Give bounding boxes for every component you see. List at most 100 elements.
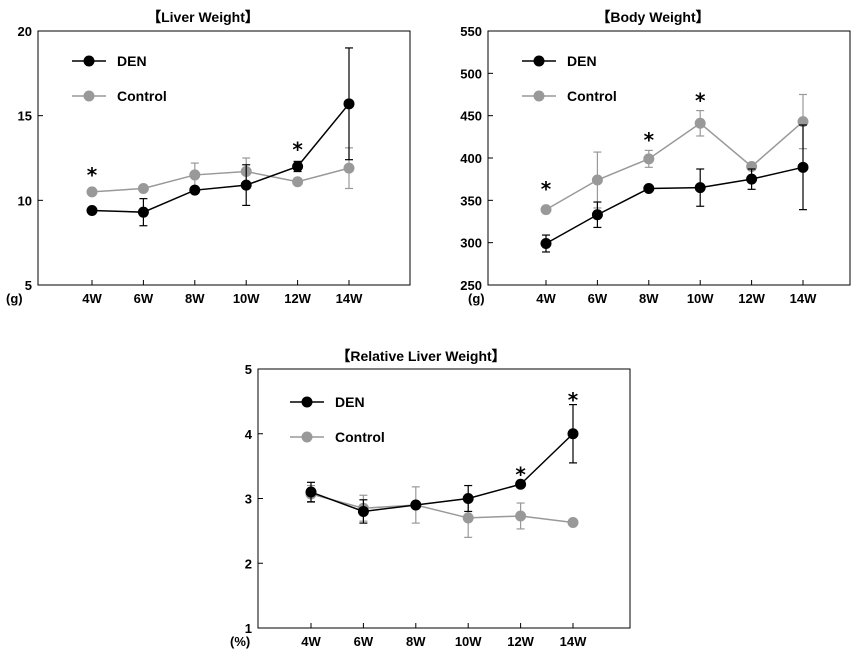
- legend: DEN Control: [290, 394, 385, 445]
- significance-marker: *: [541, 177, 552, 201]
- significance-marker: *: [644, 128, 655, 152]
- y-tick-label: 350: [460, 193, 482, 208]
- significance-marker: *: [695, 88, 706, 112]
- y-tick-label: 10: [18, 193, 32, 208]
- legend-marker: [301, 396, 313, 408]
- y-tick-label: 5: [25, 278, 32, 293]
- significance-marker: *: [568, 388, 579, 412]
- legend-label: DEN: [567, 53, 597, 69]
- x-tick-label: 4W: [82, 291, 102, 306]
- data-point: [746, 173, 758, 185]
- y-tick-label: 2: [245, 556, 252, 571]
- x-tick-label: 8W: [639, 291, 659, 306]
- data-point: [591, 174, 603, 186]
- chart-title: 【Liver Weight】: [147, 9, 259, 25]
- series-line: [91, 103, 350, 213]
- x-tick-label: 14W: [560, 634, 587, 649]
- series-control: [305, 484, 579, 538]
- legend: DEN Control: [72, 53, 167, 104]
- y-tick-label: 550: [460, 24, 482, 39]
- legend-label: Control: [335, 429, 385, 445]
- x-tick-label: 8W: [406, 634, 426, 649]
- series-line: [545, 166, 804, 245]
- series-line: [310, 433, 574, 513]
- plot-frame: [37, 30, 411, 286]
- data-point: [462, 512, 474, 524]
- x-tick-label: 10W: [455, 634, 482, 649]
- x-tick-label: 10W: [233, 291, 260, 306]
- legend-marker: [533, 55, 545, 67]
- data-point: [797, 161, 809, 173]
- y-tick-label: 450: [460, 109, 482, 124]
- data-point: [305, 486, 317, 498]
- chart-1: 【Body Weight】 250 300 350 400 450 500 550 4W 6W 8W…: [460, 9, 851, 306]
- data-point: [292, 160, 304, 172]
- data-point: [643, 182, 655, 194]
- y-tick-label: 15: [18, 109, 32, 124]
- data-point: [137, 182, 149, 194]
- series-control: [540, 93, 809, 216]
- data-point: [343, 162, 355, 174]
- chart-0: 【Liver Weight】 5 10 15 20 4W 6W 8W 10W 12W 14W (g) *…: [6, 9, 411, 306]
- series-line: [310, 493, 574, 524]
- data-point: [540, 238, 552, 250]
- x-tick-label: 14W: [336, 291, 363, 306]
- data-point: [410, 499, 422, 511]
- data-point: [86, 186, 98, 198]
- data-point: [189, 169, 201, 181]
- data-point: [292, 176, 304, 188]
- y-tick-label: 400: [460, 151, 482, 166]
- significance-marker: *: [292, 137, 303, 161]
- chart-title: 【Body Weight】: [596, 9, 709, 25]
- data-point: [343, 98, 355, 110]
- y-unit-label: (%): [230, 634, 250, 649]
- data-point: [515, 478, 527, 490]
- data-point: [86, 204, 98, 216]
- y-tick-label: 5: [245, 362, 252, 377]
- series-den: [86, 47, 355, 227]
- x-tick-label: 6W: [354, 634, 374, 649]
- x-tick-label: 12W: [738, 291, 765, 306]
- legend-label: DEN: [335, 394, 365, 410]
- chart-title: 【Relative Liver Weight】: [336, 348, 505, 364]
- data-point: [567, 428, 579, 440]
- data-point: [357, 505, 369, 517]
- x-tick-label: 6W: [134, 291, 154, 306]
- data-point: [137, 206, 149, 218]
- data-point: [515, 510, 527, 522]
- data-point: [643, 153, 655, 165]
- data-point: [567, 516, 579, 528]
- significance-marker: *: [515, 462, 526, 486]
- y-unit-label: (g): [6, 291, 23, 306]
- legend-label: Control: [117, 88, 167, 104]
- legend-label: Control: [567, 88, 617, 104]
- significance-marker: *: [87, 163, 98, 187]
- y-tick-label: 3: [245, 492, 252, 507]
- series-control: [86, 147, 355, 198]
- x-tick-label: 6W: [588, 291, 608, 306]
- data-point: [189, 184, 201, 196]
- legend-marker: [301, 431, 313, 443]
- series-line: [545, 121, 804, 211]
- y-tick-label: 4: [245, 427, 253, 442]
- x-tick-label: 14W: [790, 291, 817, 306]
- data-point: [694, 117, 706, 129]
- y-tick-label: 500: [460, 66, 482, 81]
- y-tick-label: 20: [18, 24, 32, 39]
- data-point: [540, 204, 552, 216]
- series-den: [305, 404, 579, 524]
- legend-marker: [83, 55, 95, 67]
- data-point: [462, 493, 474, 504]
- legend-marker: [533, 90, 545, 102]
- data-point: [797, 116, 809, 128]
- x-tick-label: 12W: [284, 291, 311, 306]
- data-point: [591, 209, 603, 221]
- y-tick-label: 250: [460, 278, 482, 293]
- series-den: [540, 124, 809, 253]
- series-line: [91, 167, 350, 193]
- data-point: [694, 182, 706, 194]
- x-tick-label: 12W: [507, 634, 534, 649]
- x-tick-label: 4W: [536, 291, 556, 306]
- chart-2: 【Relative Liver Weight】 1 2 3 4 5 4W 6W 8W 10W 12W…: [230, 348, 631, 649]
